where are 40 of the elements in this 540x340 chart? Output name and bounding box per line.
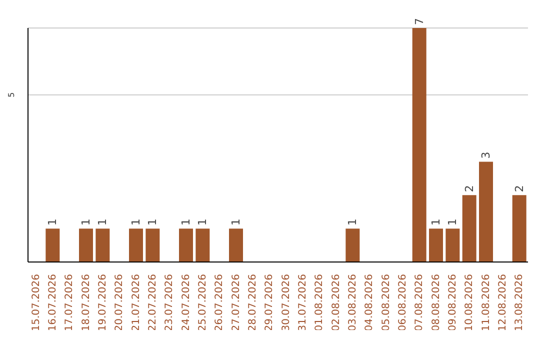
data-label: 1 xyxy=(430,218,442,226)
data-label: 1 xyxy=(146,218,160,226)
data-label: 7 xyxy=(412,18,426,25)
bar xyxy=(229,228,243,262)
data-label: 2 xyxy=(512,185,526,192)
bar xyxy=(79,228,93,262)
data-label: 1 xyxy=(180,218,192,226)
data-label: 1 xyxy=(80,218,92,226)
bar xyxy=(512,195,526,262)
bar xyxy=(179,228,193,262)
bar xyxy=(462,195,476,262)
bar xyxy=(46,228,60,262)
data-label: 1 xyxy=(96,218,110,226)
data-label: 1 xyxy=(346,218,360,226)
data-label: 1 xyxy=(446,218,460,226)
x-tick-label: 15.07.2026 xyxy=(30,274,42,332)
x-tick-label: 18.07.2026 xyxy=(80,274,92,332)
data-label: 1 xyxy=(196,218,210,226)
x-tick-label: 16.07.2026 xyxy=(48,274,58,332)
x-tick-label: 13.08.2026 xyxy=(514,274,526,332)
x-tick-label: 10.08.2026 xyxy=(464,274,476,332)
bar xyxy=(479,162,493,262)
x-tick-label: 12.08.2026 xyxy=(498,274,508,332)
data-label: 3 xyxy=(480,152,492,159)
data-label: 2 xyxy=(462,185,476,192)
bar xyxy=(96,228,110,262)
x-tick-label: 19.07.2026 xyxy=(98,274,108,332)
data-label: 1 xyxy=(230,218,242,226)
data-label: 1 xyxy=(130,218,142,226)
bar xyxy=(412,28,426,262)
y-tick-label: 5 xyxy=(7,92,16,98)
bar xyxy=(196,228,210,262)
bar xyxy=(146,228,160,262)
bar xyxy=(346,228,360,262)
bar xyxy=(446,228,460,262)
x-tick-label: 17.07.2026 xyxy=(64,274,76,332)
bar xyxy=(429,228,443,262)
bar xyxy=(129,228,143,262)
data-label: 1 xyxy=(46,218,60,226)
x-tick-label: 11.08.2026 xyxy=(480,274,492,332)
